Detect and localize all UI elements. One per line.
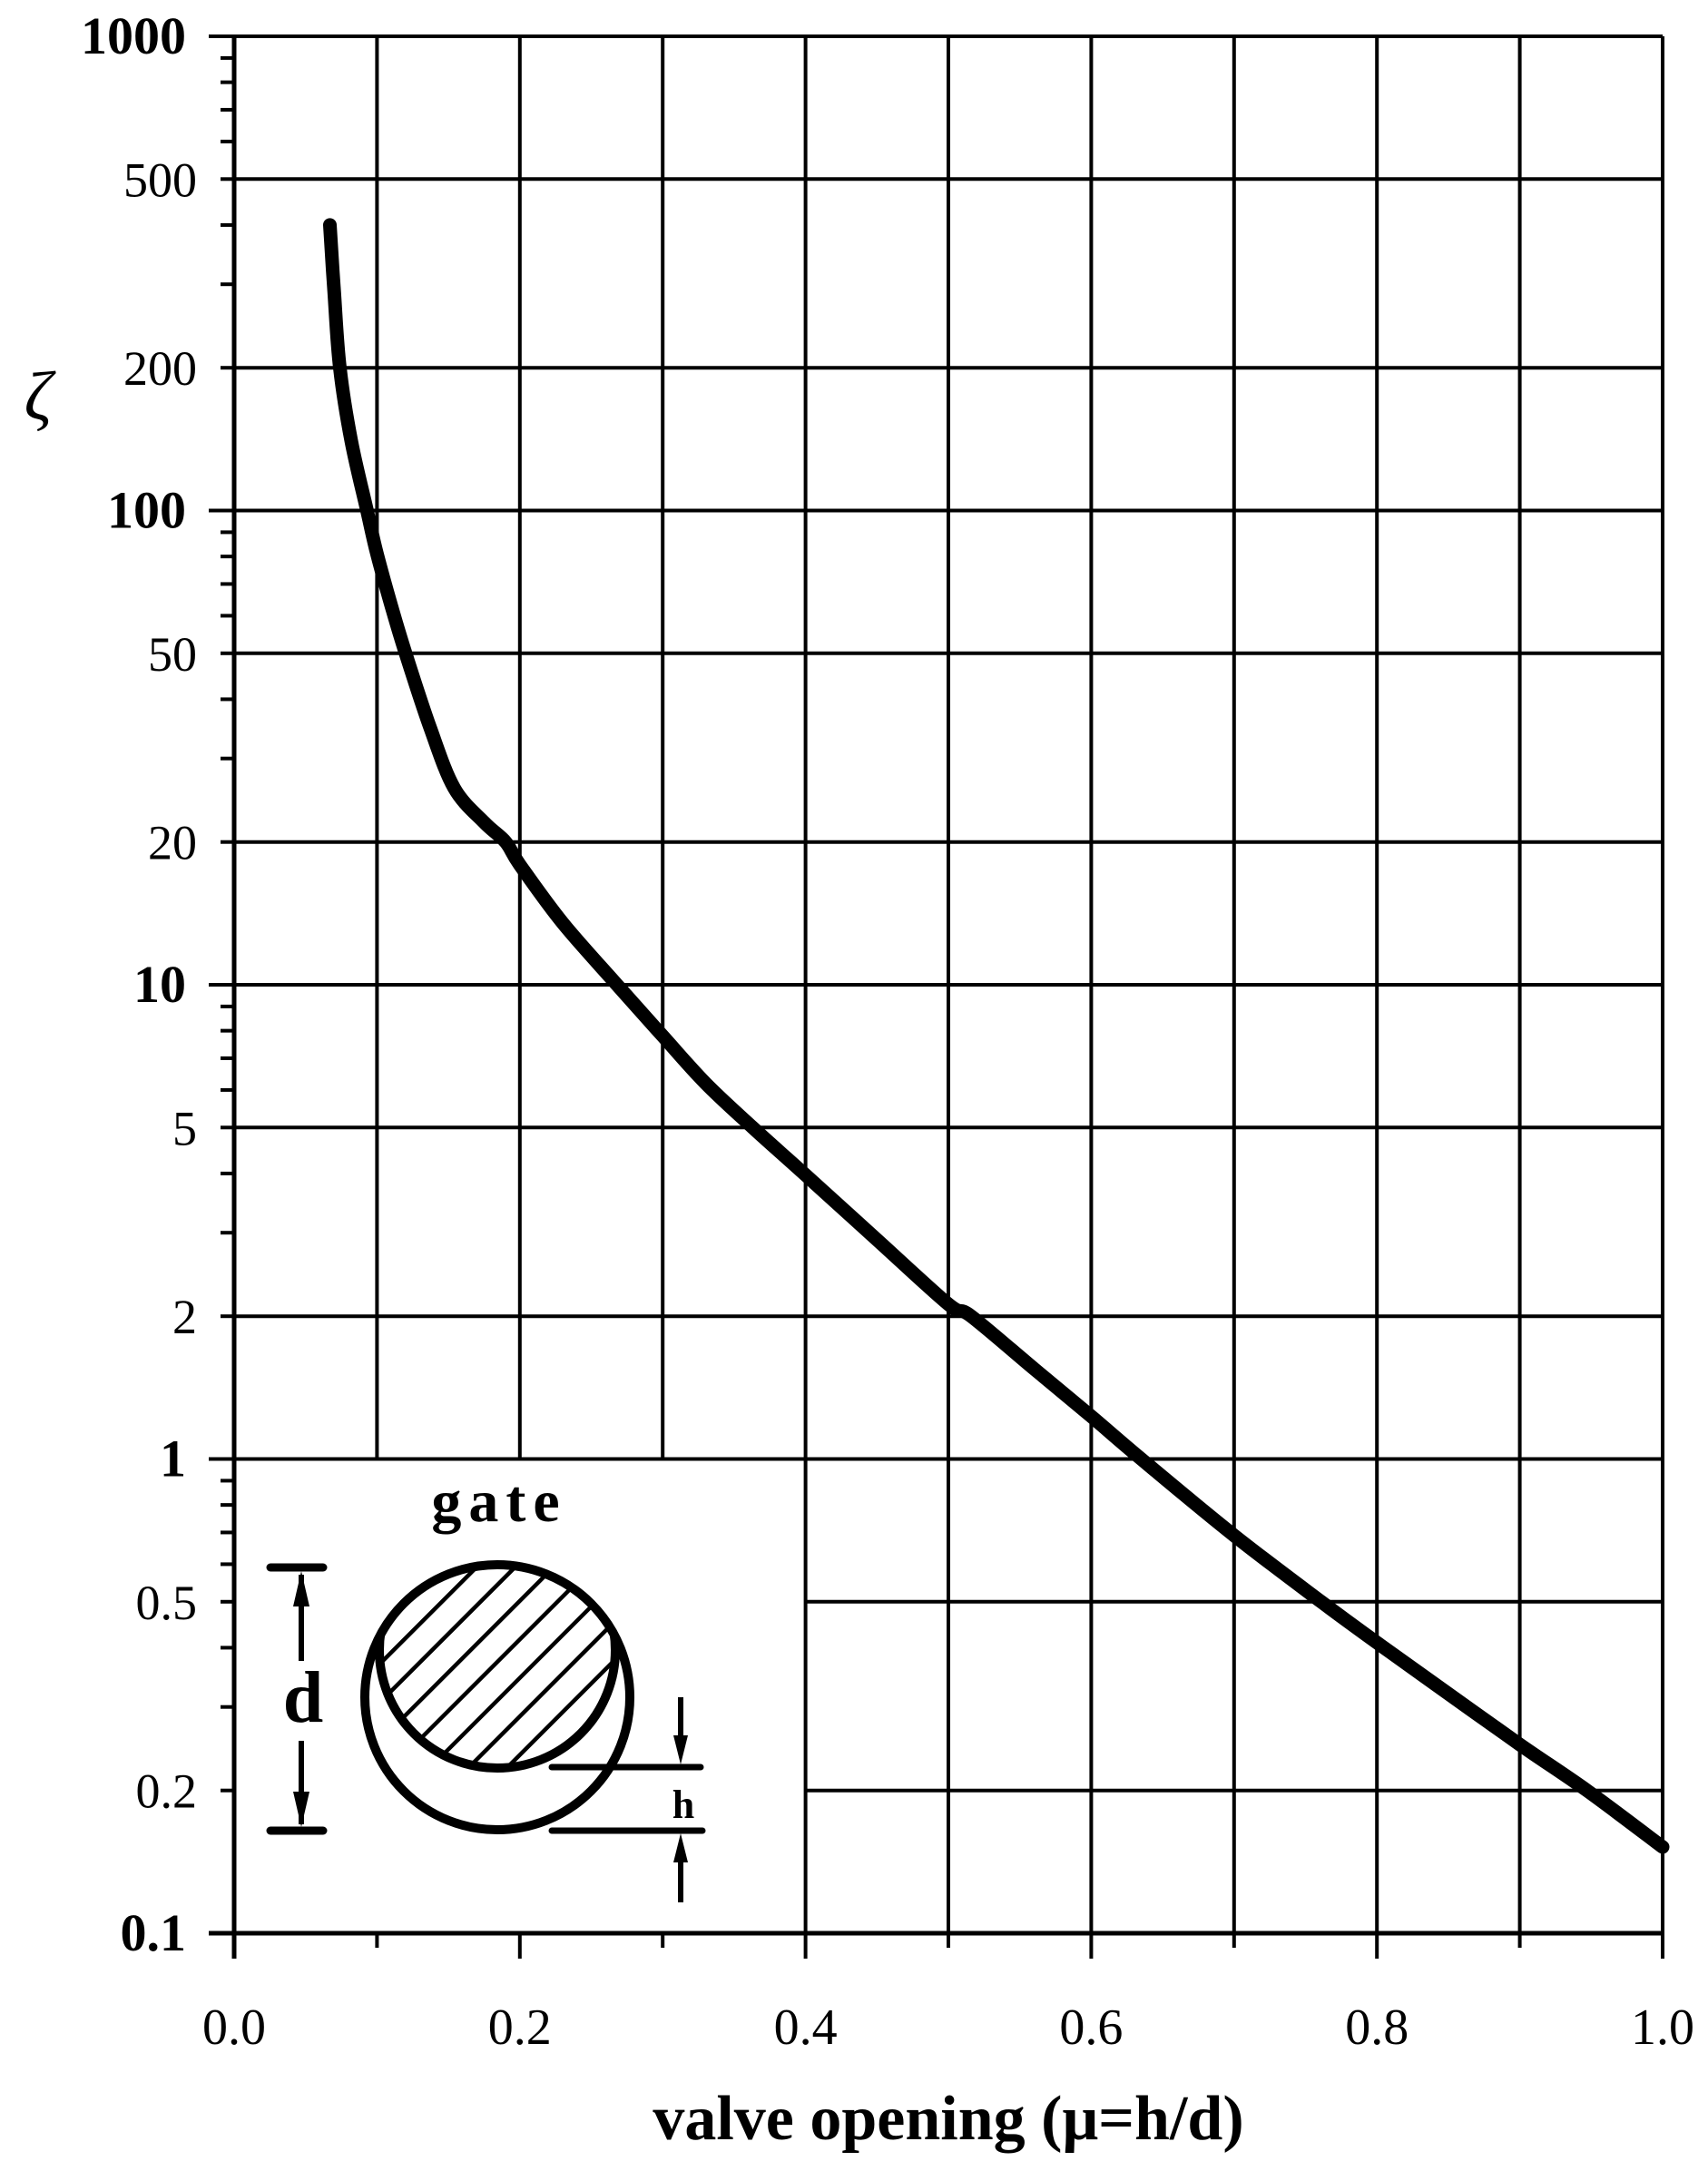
y-tick-label: 10 bbox=[133, 955, 186, 1014]
y-tick-label: 50 bbox=[148, 627, 197, 682]
x-tick-label: 0.2 bbox=[488, 1999, 552, 2056]
x-tick-label: 0.6 bbox=[1059, 1999, 1123, 2056]
y-axis-label: ζ bbox=[25, 359, 57, 435]
dimension-h-marker bbox=[548, 1697, 706, 1902]
dimension-d-marker bbox=[266, 1563, 328, 1835]
y-tick-label: 2 bbox=[172, 1290, 197, 1344]
x-axis-label: valve opening (μ=h/d) bbox=[653, 2084, 1243, 2154]
y-tick-label: 1 bbox=[160, 1429, 186, 1488]
y-tick-label: 0.1 bbox=[121, 1903, 187, 1962]
y-tick-label: 5 bbox=[172, 1101, 197, 1155]
x-tick-label: 0.8 bbox=[1345, 1999, 1409, 2056]
loss-coefficient-curve bbox=[323, 218, 1670, 1854]
y-axis-ticks: 1000 500 200 100 50 20 10 5 2 1 0.5 0.2 0.1 bbox=[81, 6, 234, 1962]
y-tick-label: 20 bbox=[148, 816, 197, 870]
y-tick-label: 500 bbox=[123, 152, 197, 207]
gate-disc bbox=[375, 1565, 620, 1773]
y-tick-label: 1000 bbox=[81, 6, 186, 65]
pipe-outline bbox=[360, 1560, 634, 1834]
axes bbox=[209, 34, 1664, 1959]
x-tick-label: 1.0 bbox=[1631, 1999, 1694, 2056]
dimension-d-label: d bbox=[283, 1658, 324, 1738]
y-tick-label: 0.5 bbox=[136, 1576, 198, 1630]
y-tick-label: 200 bbox=[123, 341, 197, 396]
y-tick-label: 100 bbox=[107, 481, 186, 540]
y-tick-label: 0.2 bbox=[136, 1764, 198, 1819]
x-axis-ticks: 0.0 0.2 0.4 0.6 0.8 1.0 bbox=[202, 1933, 1694, 2056]
x-tick-label: 0.4 bbox=[774, 1999, 838, 2056]
x-tick-label: 0.0 bbox=[202, 1999, 266, 2056]
dimension-h-label: h bbox=[672, 1783, 694, 1827]
inset-title: gate bbox=[431, 1469, 566, 1535]
gate-valve-diagram: gate d bbox=[266, 1469, 706, 1902]
